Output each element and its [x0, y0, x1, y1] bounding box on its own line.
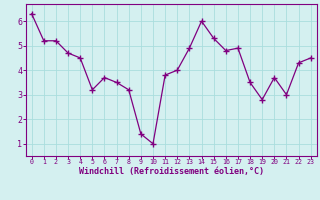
- X-axis label: Windchill (Refroidissement éolien,°C): Windchill (Refroidissement éolien,°C): [79, 167, 264, 176]
